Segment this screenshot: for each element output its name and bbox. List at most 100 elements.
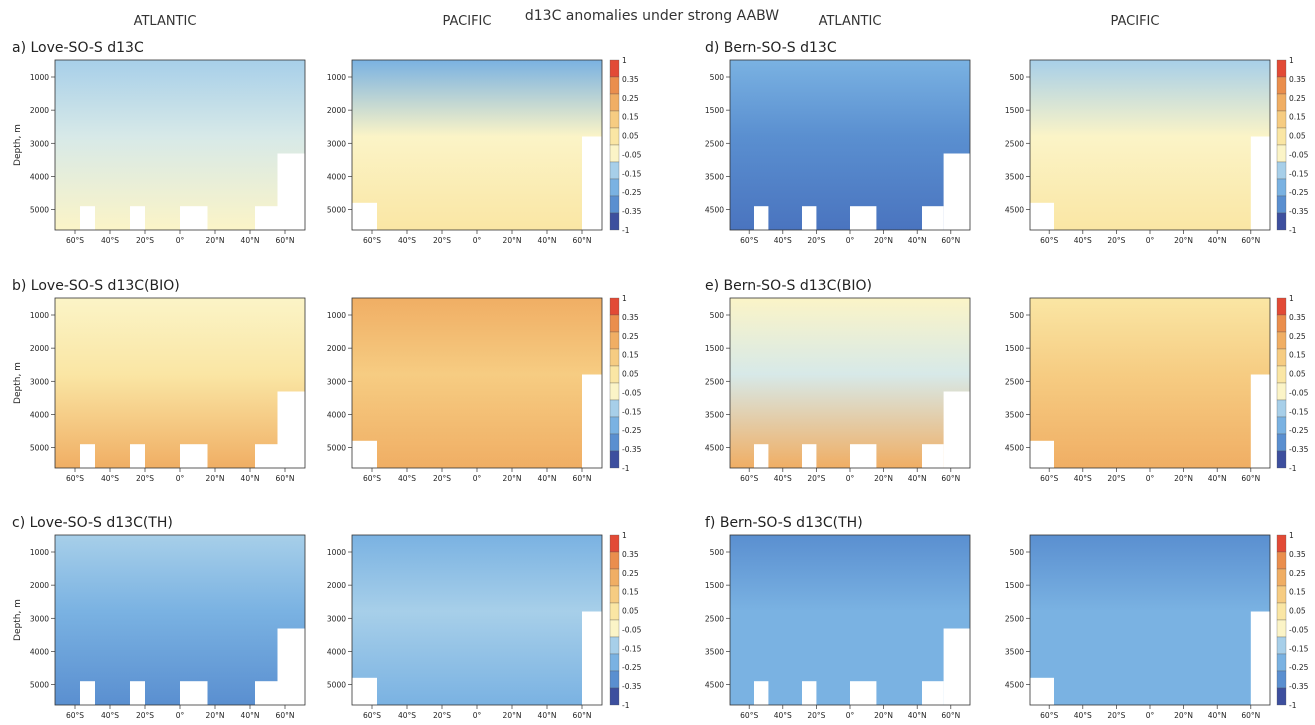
x-tick-label: 20°N [874,474,893,483]
x-tick-label: 60°S [1040,711,1058,720]
x-tick-label: 20°N [206,711,225,720]
colorbar-swatch [1276,348,1287,367]
x-tick-label: 60°S [363,236,381,245]
colorbar-label: 0.05 [622,607,639,616]
x-tick-label: 60°N [276,474,295,483]
y-tick-label: 2000 [30,106,49,115]
y-tick-label: 5000 [30,681,49,690]
x-tick-label: 20°N [874,711,893,720]
seafloor-block [582,136,602,230]
x-tick-label: 20°S [433,711,451,720]
colorbar-swatch [1276,195,1287,214]
colorbar-label: -0.05 [622,388,642,397]
colorbar-f: 1 0.35 0.25 0.15 0.05 -0.05 -0.15 -0.25 -0.35 -1 [1276,531,1309,710]
colorbar-label: -0.25 [1289,188,1309,197]
x-tick-label: 0° [1146,474,1155,483]
y-tick-label: 1000 [327,548,346,557]
seafloor-block [130,206,145,230]
x-tick-label: 20°N [206,236,225,245]
y-tick-label: 1500 [1005,344,1024,353]
colorbar-label: -0.05 [1289,625,1309,634]
x-tick-label: 40°N [538,711,557,720]
colorbar-swatch [1276,144,1287,163]
colorbar-swatch [609,297,620,316]
colorbar-swatch [1276,450,1287,469]
colorbar-swatch [1276,76,1287,95]
colorbar-swatch [609,433,620,452]
colorbar-swatch [609,212,620,231]
y-tick-label: 4000 [327,410,346,419]
colorbar-label: -0.25 [1289,663,1309,672]
colorbar-c: 1 0.35 0.25 0.15 0.05 -0.05 -0.15 -0.25 -0.35 -1 [609,531,642,710]
seafloor-block [80,681,95,705]
x-tick-label: 40°N [241,474,260,483]
colorbar-swatch [1276,585,1287,604]
seafloor-block [754,681,769,705]
subplot-f-atlantic: 60°S 40°S 20°S 0° 20°N 40°N 60°N 500 1500 2500 350… [705,534,971,720]
colorbar-label: -0.25 [622,426,642,435]
x-tick-label: 40°S [398,236,416,245]
x-tick-label: 0° [846,711,855,720]
colorbar-swatch [609,93,620,112]
y-tick-label: 2500 [705,614,724,623]
x-tick-label: 40°S [774,474,792,483]
x-tick-label: 0° [176,474,185,483]
x-tick-label: 20°S [807,711,825,720]
y-tick-label: 3000 [327,377,346,386]
x-tick-label: 60°N [276,711,295,720]
colorbar-label: 0.35 [1289,313,1306,322]
x-tick-label: 40°S [1074,236,1092,245]
colorbar-label: 1 [1289,531,1294,540]
x-tick-label: 40°S [101,711,119,720]
x-tick-label: 60°S [363,474,381,483]
x-tick-label: 60°N [573,711,592,720]
x-tick-label: 40°N [908,711,927,720]
seafloor-block [582,611,602,705]
colorbar-swatch [609,534,620,553]
colorbar-label: 0.15 [1289,588,1306,597]
x-tick-label: 40°S [1074,474,1092,483]
y-axis-label: Depth, m [13,599,23,641]
x-tick-label: 60°S [740,236,758,245]
colorbar-label: 0.05 [622,370,639,379]
x-tick-label: 60°N [941,474,960,483]
y-tick-label: 1500 [1005,106,1024,115]
y-tick-label: 4500 [1005,444,1024,453]
y-tick-label: 4500 [1005,681,1024,690]
colorbar-label: 0.25 [1289,94,1306,103]
colorbar-swatch [1276,331,1287,350]
x-tick-label: 40°S [101,474,119,483]
y-tick-label: 3500 [705,172,724,181]
x-tick-label: 20°N [206,474,225,483]
colorbar-swatch [1276,178,1287,197]
colorbar-label: 0.25 [622,569,639,578]
x-tick-label: 40°N [538,236,557,245]
subplot-a-pacific: 60°S 40°S 20°S 0° 20°N 40°N 60°N 1000 2000 3000 40… [327,59,603,245]
colorbar-swatch [1276,416,1287,435]
colorbar-swatch [609,331,620,350]
colorbar-label: -1 [622,464,630,473]
colorbar-label: 0.05 [1289,607,1306,616]
x-tick-label: 60°N [941,236,960,245]
y-tick-label: 5000 [327,444,346,453]
y-tick-label: 4500 [705,444,724,453]
x-tick-label: 40°N [1208,474,1227,483]
seafloor-block [352,677,377,705]
x-tick-label: 20°S [807,236,825,245]
seafloor-block [277,391,305,468]
seafloor-block [80,206,95,230]
colorbar-label: -0.15 [622,644,642,653]
colorbar-label: -1 [1289,701,1297,710]
panel-label-c: c) Love-SO-S d13C(TH) [12,515,173,531]
colorbar-label: -0.25 [622,663,642,672]
seafloor-block [922,444,944,468]
x-tick-label: 40°S [398,711,416,720]
seafloor-block [352,202,377,230]
y-tick-label: 500 [710,73,725,82]
y-tick-label: 3000 [30,377,49,386]
x-tick-label: 60°N [1241,236,1260,245]
field-c-atlantic [55,535,305,705]
seafloor-block [943,628,970,705]
colorbar-label: 0.15 [1289,113,1306,122]
seafloor-block [1250,374,1270,468]
